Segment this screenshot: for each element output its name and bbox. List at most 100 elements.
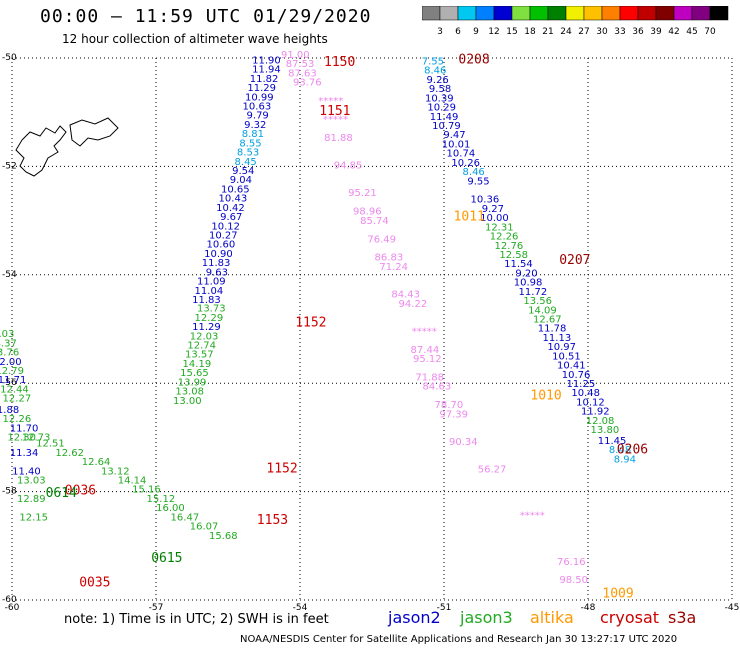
wave-height-value: 16.00: [156, 503, 185, 514]
colorbar-tick-label: 6: [455, 27, 461, 37]
wave-height-value: 10.43: [219, 194, 248, 205]
wave-height-value: 8.55: [239, 138, 261, 149]
wave-height-value: 56.27: [478, 465, 507, 476]
wave-height-value: 13.57: [185, 350, 214, 361]
wave-height-value: *****: [323, 114, 348, 125]
wave-height-value: *****: [520, 511, 545, 522]
pass-time-label: 0036: [65, 483, 96, 498]
wave-height-value: 98.50: [559, 575, 588, 586]
wave-height-value: 11.90: [252, 55, 281, 66]
wave-height-value: 90.34: [449, 437, 478, 448]
wave-height-value: 9.63: [206, 267, 228, 278]
wave-height-value: 11.40: [12, 466, 41, 477]
wave-height-value: 12.74: [187, 341, 216, 352]
wave-height-value: 9.79: [247, 111, 269, 122]
wave-height-value: 76.16: [557, 557, 586, 568]
wave-height-value: 11.13: [543, 333, 572, 344]
wave-height-value: 13.03: [17, 475, 46, 486]
wave-height-value: 94.22: [399, 299, 428, 310]
wave-height-value: 9.47: [443, 130, 465, 141]
wave-height-value: *****: [412, 326, 437, 337]
wave-height-value: 13.56: [523, 296, 552, 307]
wave-height-value: 14.19: [183, 359, 212, 370]
wave-height-value: 10.00: [480, 213, 509, 224]
falkland-island-east: [69, 117, 119, 147]
wave-height-value: 11.70: [10, 423, 39, 434]
wave-height-value: 11.49: [430, 112, 459, 123]
wave-height-value: 14.09: [528, 305, 557, 316]
wave-height-value: 16.07: [190, 522, 219, 533]
wave-height-value: 12.30: [7, 433, 36, 444]
colorbar-tick-label: 12: [488, 27, 499, 37]
wave-height-value: 13.76: [0, 348, 19, 359]
wave-height-value: 10.79: [432, 121, 461, 132]
wave-height-value: 12.73: [22, 433, 51, 444]
pass-time-label: 1153: [257, 513, 288, 528]
wave-height-value: 10.01: [442, 139, 471, 150]
wave-height-value: 12.27: [3, 394, 32, 405]
wave-height-value: 12.26: [490, 232, 519, 243]
wave-height-value: 10.51: [552, 351, 581, 362]
wave-height-value: 9.54: [232, 166, 254, 177]
wave-height-value: 15.65: [180, 368, 209, 379]
wave-height-value: 10.97: [547, 342, 576, 353]
legend-jason3: jason3: [460, 608, 513, 627]
wave-height-value: 93.76: [293, 78, 322, 89]
wave-height-value: 12.26: [3, 414, 32, 425]
wave-height-value: 10.74: [447, 149, 476, 160]
wave-height-value: 15.16: [132, 485, 161, 496]
wave-height-value: 7.55: [422, 57, 444, 68]
pass-time-labels: 1150 1151 1152 1152 1153 0208 1011 0207 1010 0206…: [46, 52, 649, 601]
wave-height-value: 10.29: [427, 103, 456, 114]
wave-height-value: 13.99: [178, 377, 207, 388]
wave-height-value: 11.54: [504, 259, 533, 270]
wave-height-value: 12.79: [0, 366, 24, 377]
pass-time-label: 1009: [602, 586, 633, 601]
wave-height-value: 9.04: [230, 175, 252, 186]
colorbar-tick-label: 27: [578, 27, 589, 37]
colorbar-tick-label: 18: [524, 27, 536, 37]
wave-height-value: 10.99: [245, 92, 274, 103]
x-tick-label: -51: [437, 603, 452, 613]
y-tick-label: -50: [2, 53, 17, 63]
wave-height-value: 13.12: [101, 466, 130, 477]
wave-height-value: 11.71: [0, 375, 26, 386]
wave-height-value: 98.96: [353, 207, 382, 218]
colorbar-tick-label: 24: [560, 27, 572, 37]
y-tick-label: -56: [2, 378, 17, 388]
axis-tick-labels: -60 -57 -54 -51 -48 -45 -50 -52 -54 -56 -58 -60: [2, 53, 739, 613]
wave-height-value: 12.03: [0, 329, 14, 340]
colorbar-swatch: [709, 6, 729, 21]
wave-height-value: 9.58: [429, 84, 451, 95]
wave-height-value: 11.09: [197, 277, 226, 288]
chart-subtitle: 12 hour collection of altimeter wave hei…: [62, 32, 328, 46]
pass-time-label: 1011: [454, 210, 485, 225]
wave-height-value: 71.88: [415, 372, 444, 383]
colorbar-tick-label: 30: [596, 27, 608, 37]
wave-height-value: 10.65: [221, 184, 250, 195]
wave-height-value: 8.45: [235, 157, 257, 168]
wave-height-value: 8.94: [614, 454, 636, 465]
wave-height-value: 11.78: [538, 324, 567, 335]
wave-height-value: 11.29: [192, 322, 221, 333]
wave-height-value: 10.12: [211, 221, 240, 232]
wave-height-value: 9.20: [515, 268, 537, 279]
wave-height-value: 11.04: [195, 286, 224, 297]
wave-height-value: 13.00: [173, 396, 202, 407]
colorbar-tick-label: 21: [542, 27, 553, 37]
wave-height-value: 11.88: [0, 405, 19, 416]
pass-time-label: 1010: [530, 388, 561, 403]
wave-height-value: 12.03: [190, 331, 219, 342]
wave-height-value: 12.76: [495, 241, 524, 252]
wave-height-value: 84.63: [423, 382, 452, 393]
wave-height-value: 78.70: [435, 400, 464, 411]
falkland-island-west: [15, 125, 67, 177]
wave-height-value: 12.31: [485, 222, 514, 233]
wave-height-value: 8.53: [237, 148, 259, 159]
wave-height-value: 9.27: [482, 204, 504, 215]
wave-height-value: 13.73: [197, 304, 226, 315]
pass-time-label: 1151: [319, 104, 350, 119]
wave-height-value: 8.48: [609, 445, 631, 456]
wave-height-value: 10.98: [514, 278, 543, 289]
